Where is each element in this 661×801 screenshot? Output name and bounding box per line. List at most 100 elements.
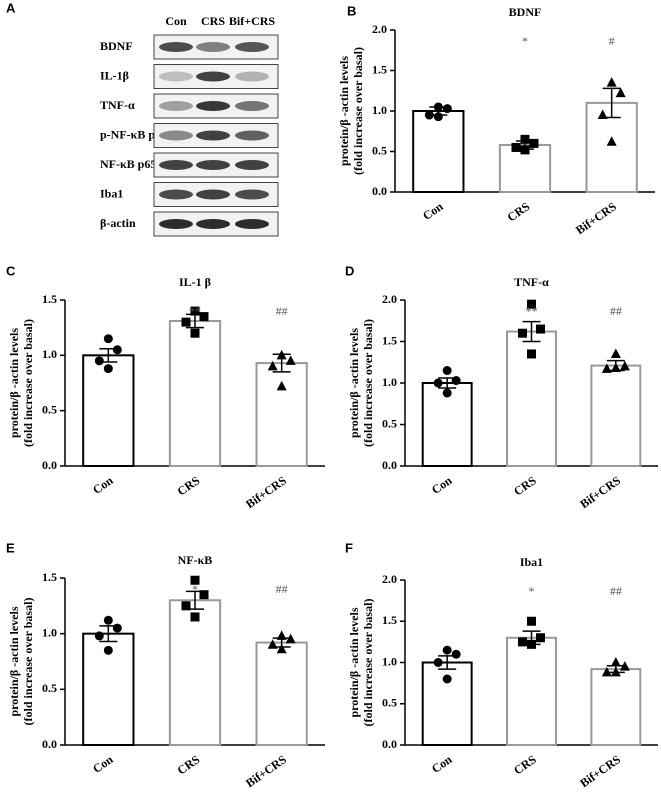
- bar-chart: B BDNF protein/β -actin levels (fold increa…: [337, 3, 655, 237]
- panel-label: C: [6, 263, 16, 278]
- bar-chart: E NF-κB protein/β -actin levels (fold incre…: [6, 540, 325, 790]
- data-point: [520, 145, 530, 155]
- bar: [590, 364, 642, 468]
- data-point: [181, 601, 191, 611]
- band: [159, 71, 193, 82]
- y-tick-label: 0.5: [372, 143, 387, 157]
- data-point: [601, 363, 612, 373]
- band: [159, 160, 193, 170]
- band: [159, 101, 193, 111]
- panel-label: F: [345, 540, 353, 555]
- data-point: [181, 317, 191, 327]
- y-tick-label: 1.0: [42, 625, 57, 639]
- data-point: [190, 612, 200, 622]
- y-tick-label: 1.5: [42, 292, 57, 306]
- row-label: TNF-α: [100, 98, 135, 112]
- y-tick-label: 0.0: [42, 458, 57, 472]
- y-tick-label: 1.0: [382, 375, 397, 389]
- band: [235, 219, 269, 229]
- data-point: [610, 348, 621, 358]
- data-point: [606, 136, 617, 146]
- x-tick-label: Con: [90, 752, 116, 776]
- data-point: [103, 615, 113, 625]
- row-label: BDNF: [100, 39, 133, 53]
- band: [159, 219, 193, 229]
- x-tick-label: CRS: [175, 473, 203, 498]
- bar-chart: F Iba1 protein/β -actin levels (fold increa…: [345, 540, 658, 790]
- x-tick-label: Bif+CRS: [577, 473, 623, 511]
- y-tick-label: 1.0: [382, 654, 397, 668]
- data-point: [518, 328, 527, 338]
- significance: *: [522, 34, 528, 48]
- data-point: [606, 77, 617, 87]
- x-tick-label: CRS: [175, 752, 203, 777]
- data-point: [610, 666, 621, 677]
- bar-chart: C IL-1 β protein/β -actin levels (fold incr…: [6, 263, 325, 511]
- lane-label: Bif+CRS: [229, 14, 276, 28]
- data-point: [103, 334, 113, 344]
- x-tick-label: Bif+CRS: [573, 199, 619, 237]
- data-point: [276, 349, 287, 360]
- x-tick-label: CRS: [511, 473, 539, 498]
- band: [235, 160, 269, 170]
- bar: [168, 599, 222, 746]
- data-point: [442, 388, 452, 398]
- data-point: [529, 138, 539, 148]
- significance: **: [189, 304, 201, 318]
- x-tick-label: CRS: [511, 752, 539, 777]
- y-tick-label: 1.0: [42, 347, 57, 361]
- significance: ##: [276, 582, 288, 596]
- y-axis-label: (fold increase over basal): [21, 598, 35, 726]
- data-point: [442, 366, 452, 376]
- data-point: [442, 645, 452, 655]
- y-tick-label: 1.0: [372, 103, 387, 117]
- data-point: [527, 639, 536, 649]
- panel-label: E: [6, 540, 15, 555]
- significance: ##: [276, 304, 288, 318]
- data-point: [276, 380, 287, 391]
- data-point: [527, 616, 536, 626]
- y-axis-label: (fold increase over basal): [361, 599, 375, 727]
- band: [235, 71, 269, 82]
- data-point: [103, 364, 113, 374]
- data-point: [199, 590, 209, 600]
- data-point: [285, 355, 296, 365]
- x-tick-label: Con: [429, 752, 455, 776]
- panel-label: B: [347, 3, 356, 18]
- bar: [255, 641, 308, 746]
- band: [235, 101, 269, 111]
- y-tick-label: 0.5: [382, 416, 397, 430]
- significance: #: [609, 34, 615, 48]
- x-tick-label: Con: [420, 199, 446, 223]
- y-axis-label: (fold increase over basal): [361, 319, 375, 447]
- data-point: [190, 575, 200, 585]
- row-label: IL-1β: [100, 68, 129, 82]
- data-point: [527, 299, 536, 309]
- data-point: [597, 109, 608, 120]
- data-point: [619, 661, 630, 671]
- y-tick-label: 2.0: [382, 292, 397, 306]
- band: [196, 219, 230, 229]
- data-point: [442, 674, 452, 684]
- data-point: [433, 112, 443, 122]
- row-label: Iba1: [100, 186, 123, 200]
- data-point: [601, 666, 612, 677]
- y-tick-label: 0.5: [42, 402, 57, 416]
- data-point: [112, 345, 122, 355]
- bar: [168, 320, 222, 467]
- y-tick-label: 2.0: [382, 572, 397, 586]
- data-point: [276, 630, 287, 640]
- significance: **: [526, 304, 538, 318]
- data-point: [610, 362, 621, 373]
- data-point: [199, 312, 209, 322]
- y-tick-label: 0.0: [372, 184, 387, 198]
- data-point: [536, 633, 545, 643]
- significance: ##: [610, 584, 622, 598]
- y-axis-label: protein/β -actin levels: [7, 328, 21, 438]
- y-tick-label: 0.5: [382, 696, 397, 710]
- band: [196, 130, 230, 141]
- band: [196, 101, 230, 111]
- y-tick-label: 0.0: [382, 458, 397, 472]
- lane-label: CRS: [201, 14, 225, 28]
- data-point: [610, 657, 621, 667]
